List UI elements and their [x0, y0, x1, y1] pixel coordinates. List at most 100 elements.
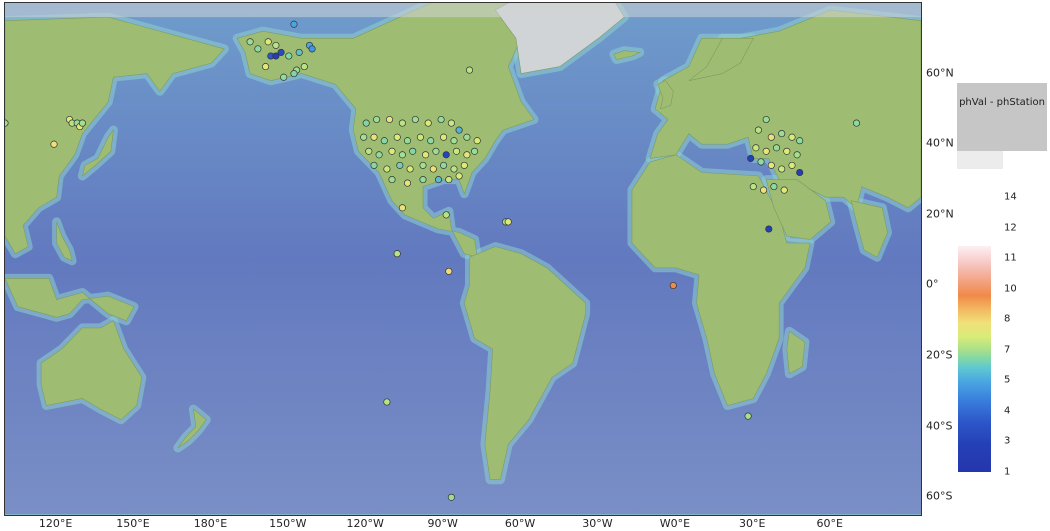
station-marker[interactable]	[290, 20, 298, 28]
station-marker[interactable]	[747, 154, 755, 162]
station-marker[interactable]	[419, 176, 427, 184]
station-marker[interactable]	[403, 137, 412, 145]
station-marker[interactable]	[762, 115, 770, 124]
station-marker[interactable]	[285, 52, 293, 60]
station-marker[interactable]	[765, 225, 773, 233]
station-marker[interactable]	[383, 165, 391, 173]
station-marker[interactable]	[396, 161, 404, 169]
station-marker[interactable]	[440, 161, 448, 169]
station-marker[interactable]	[362, 119, 370, 127]
station-marker[interactable]	[757, 158, 765, 166]
station-marker[interactable]	[455, 172, 463, 180]
station-marker[interactable]	[465, 66, 474, 74]
station-marker[interactable]	[749, 183, 757, 191]
station-marker[interactable]	[295, 48, 303, 56]
station-marker[interactable]	[767, 161, 775, 169]
station-marker[interactable]	[442, 151, 450, 159]
station-marker[interactable]	[375, 151, 383, 159]
station-marker[interactable]	[393, 250, 401, 258]
station-marker[interactable]	[447, 493, 455, 501]
station-marker[interactable]	[452, 147, 461, 155]
station-marker[interactable]	[370, 133, 378, 141]
station-marker[interactable]	[380, 137, 388, 145]
station-marker[interactable]	[450, 165, 458, 173]
station-marker[interactable]	[744, 412, 752, 420]
station-marker[interactable]	[280, 73, 288, 81]
station-marker[interactable]	[760, 186, 768, 194]
station-marker[interactable]	[388, 176, 396, 184]
station-marker[interactable]	[752, 144, 760, 152]
station-marker[interactable]	[778, 165, 786, 173]
station-marker[interactable]	[385, 115, 394, 124]
colorbar-tick-label: 7	[1004, 344, 1011, 355]
station-marker[interactable]	[793, 151, 801, 159]
station-marker[interactable]	[308, 45, 316, 53]
station-marker[interactable]	[796, 137, 804, 145]
station-marker[interactable]	[445, 267, 453, 275]
station-marker[interactable]	[762, 147, 770, 155]
station-marker[interactable]	[473, 137, 481, 145]
station-marker[interactable]	[403, 179, 412, 187]
station-marker[interactable]	[406, 165, 414, 173]
station-marker[interactable]	[455, 126, 463, 134]
station-marker[interactable]	[393, 133, 401, 141]
station-marker[interactable]	[852, 119, 861, 127]
station-marker[interactable]	[780, 186, 788, 194]
station-marker[interactable]	[432, 147, 440, 155]
station-marker[interactable]	[788, 161, 796, 169]
station-marker[interactable]	[770, 183, 778, 191]
station-marker[interactable]	[277, 48, 285, 56]
station-marker[interactable]	[447, 119, 455, 127]
station-marker[interactable]	[409, 147, 417, 155]
station-marker[interactable]	[440, 133, 448, 141]
station-marker[interactable]	[427, 137, 435, 145]
station-marker[interactable]	[796, 168, 804, 177]
station-marker[interactable]	[450, 137, 458, 145]
station-marker[interactable]	[669, 281, 677, 290]
station-marker[interactable]	[504, 218, 512, 226]
station-marker[interactable]	[365, 147, 373, 155]
station-marker[interactable]	[246, 38, 254, 46]
station-marker[interactable]	[300, 63, 308, 71]
station-marker[interactable]	[429, 165, 437, 173]
station-marker[interactable]	[373, 115, 381, 124]
station-marker[interactable]	[262, 63, 270, 71]
station-marker[interactable]	[424, 119, 432, 127]
station-marker[interactable]	[788, 133, 796, 141]
station-marker[interactable]	[445, 176, 453, 184]
station-marker[interactable]	[422, 151, 430, 159]
station-marker[interactable]	[471, 147, 479, 155]
station-marker[interactable]	[767, 133, 775, 141]
station-marker[interactable]	[442, 211, 450, 219]
station-marker[interactable]	[463, 133, 471, 141]
station-marker[interactable]	[264, 38, 272, 46]
station-marker[interactable]	[754, 126, 762, 134]
station-marker[interactable]	[78, 119, 86, 127]
station-marker[interactable]	[411, 115, 419, 124]
station-marker[interactable]	[50, 140, 58, 148]
station-marker[interactable]	[383, 398, 391, 406]
station-marker[interactable]	[783, 147, 791, 155]
station-marker[interactable]	[463, 151, 471, 159]
map-canvas[interactable]	[4, 2, 922, 516]
station-marker[interactable]	[398, 151, 406, 159]
station-marker[interactable]	[772, 144, 781, 152]
land-africa	[631, 154, 811, 406]
station-marker[interactable]	[398, 204, 406, 212]
station-marker[interactable]	[419, 161, 427, 169]
station-marker[interactable]	[5, 119, 9, 127]
station-marker[interactable]	[370, 161, 378, 169]
station-marker[interactable]	[388, 147, 396, 155]
station-marker[interactable]	[360, 133, 368, 141]
station-marker[interactable]	[272, 52, 280, 60]
station-marker[interactable]	[434, 176, 443, 184]
station-marker[interactable]	[416, 133, 424, 141]
station-marker[interactable]	[778, 130, 786, 138]
station-marker[interactable]	[437, 115, 445, 124]
station-marker[interactable]	[398, 119, 406, 127]
station-marker[interactable]	[254, 45, 262, 53]
station-marker[interactable]	[290, 70, 298, 78]
station-marker[interactable]	[460, 161, 468, 169]
legend-title: phVal - phStation	[959, 97, 1045, 108]
station-marker[interactable]	[272, 41, 280, 49]
